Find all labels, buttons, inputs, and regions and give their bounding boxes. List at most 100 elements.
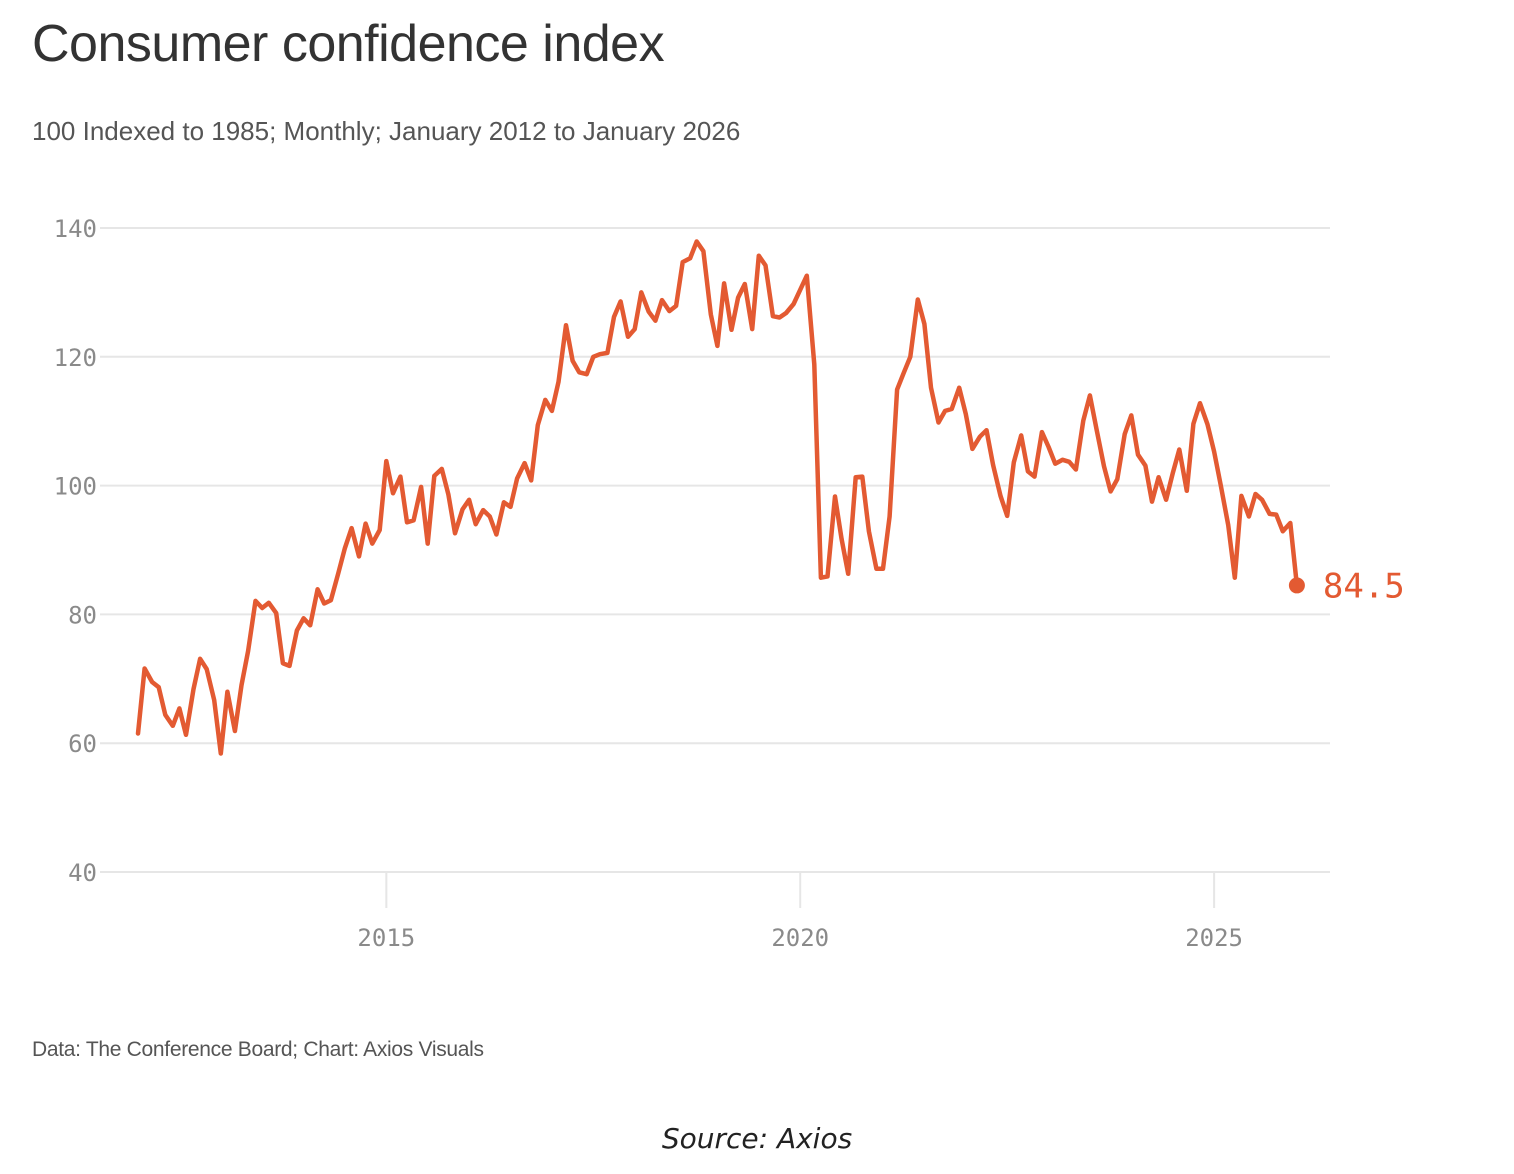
data-point — [536, 423, 540, 427]
data-point — [881, 567, 885, 571]
data-point — [826, 574, 830, 578]
data-point — [509, 505, 513, 509]
data-point — [633, 327, 637, 331]
data-point — [143, 667, 147, 671]
data-point — [364, 522, 368, 526]
data-point — [743, 282, 747, 286]
chart-title: Consumer confidence index — [32, 15, 665, 73]
data-point — [212, 698, 216, 702]
data-point — [350, 526, 354, 530]
data-point — [260, 606, 264, 610]
data-point — [274, 611, 278, 615]
data-point — [1268, 512, 1272, 516]
data-point — [1143, 464, 1147, 468]
data-point — [916, 298, 920, 302]
data-point — [957, 386, 961, 390]
data-point — [184, 733, 188, 737]
data-point — [598, 352, 602, 356]
data-point — [1191, 422, 1195, 426]
data-point — [771, 314, 775, 318]
data-point — [412, 518, 416, 522]
data-point — [336, 571, 340, 575]
line-chart: 2015 2020 2025 40 60 80 100 120 140 84.5 — [54, 215, 1405, 952]
data-point — [1088, 393, 1092, 397]
data-point — [1226, 523, 1230, 527]
data-point — [557, 380, 561, 384]
data-point — [964, 412, 968, 416]
data-point — [681, 260, 685, 264]
data-point — [219, 752, 223, 756]
data-point — [605, 351, 609, 355]
data-point — [784, 311, 788, 315]
data-point — [233, 729, 237, 733]
data-point — [626, 335, 630, 339]
data-point — [1012, 460, 1016, 464]
end-value-label: 84.5 — [1323, 566, 1405, 606]
data-point — [970, 447, 974, 451]
data-point — [591, 355, 595, 359]
data-point — [198, 657, 202, 661]
data-point — [192, 687, 196, 691]
data-point — [660, 298, 664, 302]
data-point — [378, 528, 382, 532]
data-point — [943, 409, 947, 413]
data-point — [1157, 475, 1161, 479]
data-point — [908, 355, 912, 359]
data-point — [453, 531, 457, 535]
data-point — [750, 327, 754, 331]
data-point — [1233, 576, 1237, 580]
data-point — [288, 664, 292, 668]
data-point — [281, 661, 285, 665]
data-point — [1033, 475, 1037, 479]
data-point — [302, 616, 306, 620]
data-point — [446, 493, 450, 497]
data-point — [1123, 432, 1127, 436]
data-point — [254, 599, 258, 603]
data-point — [177, 706, 181, 710]
data-point — [730, 328, 734, 332]
data-point — [1081, 419, 1085, 423]
data-point — [502, 500, 506, 504]
x-axis: 2015 2020 2025 — [357, 872, 1243, 952]
data-point — [695, 240, 699, 244]
data-point — [370, 542, 374, 546]
data-point — [653, 319, 657, 323]
data-point — [709, 312, 713, 316]
data-credit: Data: The Conference Board; Chart: Axios… — [32, 1038, 484, 1061]
y-tick-label: 60 — [68, 730, 97, 758]
data-point — [792, 302, 796, 306]
data-point — [432, 474, 436, 478]
data-point — [805, 274, 809, 278]
data-point — [1019, 433, 1023, 437]
data-point — [308, 623, 312, 627]
data-point — [667, 309, 671, 313]
data-point — [715, 344, 719, 348]
data-point — [757, 254, 761, 258]
data-point — [833, 495, 837, 499]
data-point — [246, 649, 250, 653]
data-point — [316, 587, 320, 591]
data-point — [1074, 468, 1078, 472]
data-point — [474, 522, 478, 526]
data-point — [647, 310, 651, 314]
data-point — [515, 477, 519, 481]
data-point — [991, 463, 995, 467]
series-line — [135, 239, 1300, 756]
data-point — [481, 508, 485, 512]
data-point — [860, 475, 864, 479]
data-point — [812, 363, 816, 367]
data-point — [398, 475, 402, 479]
data-point — [950, 407, 954, 411]
data-point — [550, 409, 554, 413]
data-point — [1047, 445, 1051, 449]
y-axis: 40 60 80 100 120 140 — [54, 215, 97, 887]
data-point — [1219, 483, 1223, 487]
data-point — [1095, 428, 1099, 432]
data-point — [1102, 464, 1106, 468]
data-point — [564, 323, 568, 327]
data-point — [391, 491, 395, 495]
y-tick-label: 140 — [54, 215, 97, 243]
data-point — [295, 629, 299, 633]
data-point — [225, 690, 229, 694]
data-point — [819, 576, 823, 580]
